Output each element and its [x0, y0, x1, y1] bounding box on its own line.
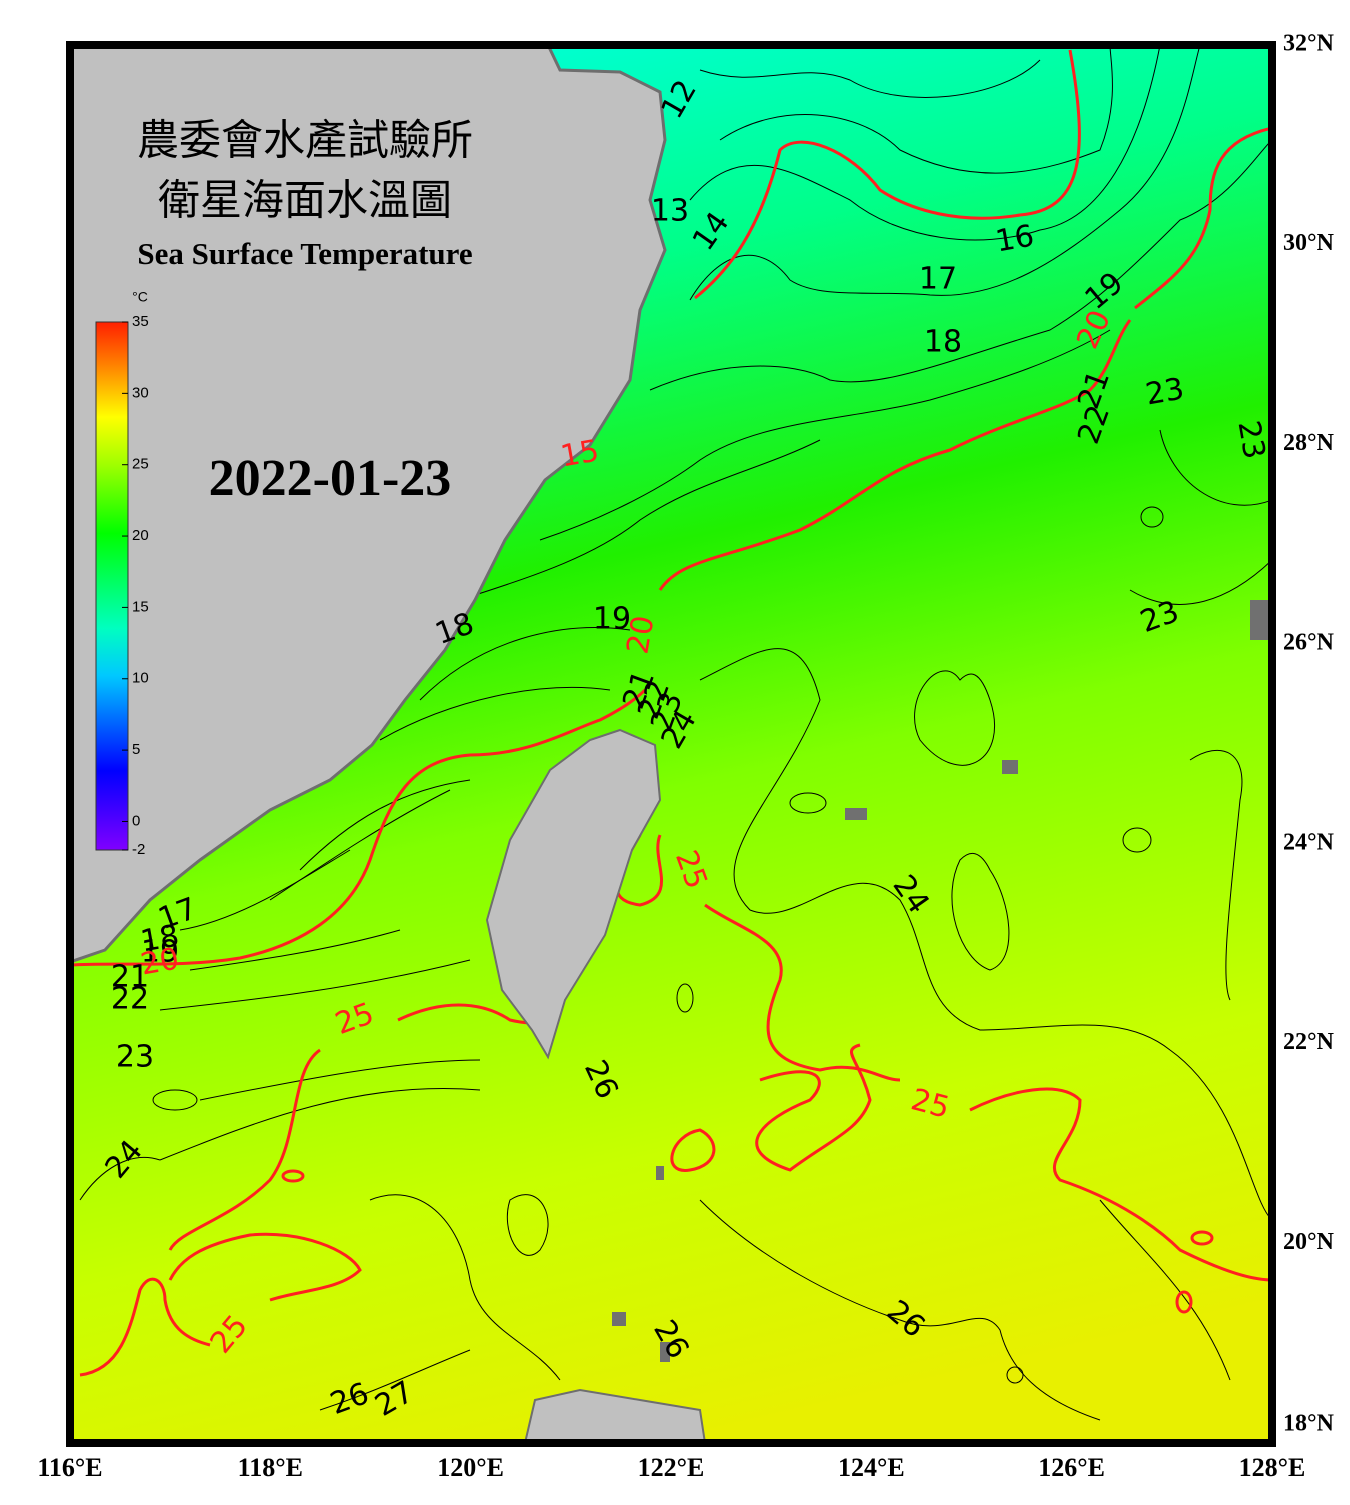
colorbar-tick-label: 0	[132, 812, 140, 829]
isotherm-label: 20	[620, 613, 661, 657]
y-tick-label: 18°N	[1283, 1411, 1335, 1437]
axes: 116°E 118°E 120°E 122°E 124°E 126°E 128°E 18°N 2…	[37, 31, 1334, 1482]
isotherm-label: 17	[919, 262, 957, 297]
isotherm-label: 21	[111, 960, 149, 995]
y-tick-label: 32°N	[1283, 31, 1335, 57]
x-tick-label: 120°E	[437, 1453, 504, 1482]
colorbar-tick-label: 25	[132, 456, 149, 473]
isotherms-5deg	[70, 49, 1272, 1377]
isotherm-label: 13	[651, 194, 689, 229]
colorbar-unit: °C	[132, 289, 148, 305]
title-zh-1: 農委會水產試驗所	[137, 118, 473, 165]
y-tick-label: 30°N	[1283, 230, 1335, 256]
isotherm-label: 16	[993, 218, 1037, 259]
x-tick-label: 116°E	[37, 1453, 102, 1482]
isotherm-label: 15	[558, 433, 602, 474]
colorbar-tick-label: 20	[132, 527, 149, 544]
land-luzon	[523, 1388, 707, 1443]
isotherms	[79, 45, 1272, 1421]
isotherm-label: 18	[924, 325, 962, 360]
isotherm-label: 19	[141, 935, 179, 970]
date: 2022-01-23	[209, 450, 452, 507]
x-tick-label: 118°E	[238, 1453, 303, 1482]
colorbar-tick-label: 15	[132, 598, 149, 615]
x-tick-label: 124°E	[838, 1453, 905, 1482]
isotherm-label: 19	[593, 602, 631, 637]
land-mainland	[70, 45, 667, 964]
x-tick-label: 126°E	[1038, 1453, 1105, 1482]
colorbar-tick-label: -2	[132, 841, 145, 858]
colorbar-tick-label: 5	[132, 741, 140, 758]
colorbar-ticks: 35 30 25 20 15 10 5 0 -2	[122, 313, 149, 858]
isotherm-label: 22	[111, 982, 149, 1017]
y-tick-label: 26°N	[1283, 630, 1335, 656]
land-taiwan	[485, 728, 662, 1060]
islands	[612, 600, 1272, 1362]
colorbar-tick-label: 35	[132, 313, 149, 330]
y-tick-label: 24°N	[1283, 829, 1335, 855]
y-tick-label: 22°N	[1283, 1029, 1335, 1055]
colorbar-tick-label: 30	[132, 384, 149, 401]
x-tick-label: 122°E	[638, 1453, 705, 1482]
colorbar	[95, 321, 129, 851]
title-zh-2: 衛星海面水溫圖	[158, 179, 452, 225]
y-tick-label: 28°N	[1283, 430, 1335, 456]
colorbar-tick-label: 10	[132, 670, 149, 687]
isotherm-label: 20	[138, 941, 182, 982]
title-en: Sea Surface Temperature	[137, 236, 472, 271]
map-frame	[66, 41, 1276, 1447]
y-tick-label: 20°N	[1283, 1229, 1335, 1255]
isotherm-label: 23	[116, 1040, 154, 1075]
x-tick-label: 128°E	[1239, 1453, 1306, 1482]
isotherm-label: 23	[1143, 371, 1187, 412]
isotherm-label: 23	[1230, 418, 1271, 462]
isotherm-label: 18	[138, 918, 182, 959]
